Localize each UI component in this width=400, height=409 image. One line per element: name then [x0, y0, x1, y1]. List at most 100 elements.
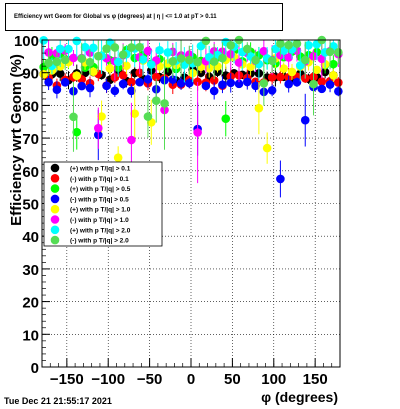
data-point [193, 77, 202, 87]
data-point [262, 143, 272, 153]
data-point [143, 46, 153, 56]
data-point [102, 44, 111, 53]
data-point [209, 86, 219, 96]
data-point [292, 39, 302, 48]
data-point [176, 79, 186, 88]
series-7 [39, 35, 338, 83]
data-point [143, 75, 153, 84]
data-point [151, 96, 161, 105]
data-point [251, 55, 260, 65]
data-point [113, 153, 123, 163]
data-point [276, 39, 285, 48]
data-point [93, 51, 103, 61]
data-point [317, 77, 327, 86]
y-tick-label: 80 [22, 98, 39, 115]
legend-entry: (+) with p T/|q| > 0.1 [70, 166, 131, 173]
data-point [226, 78, 236, 88]
data-point [135, 42, 144, 52]
data-point [110, 86, 120, 96]
chart-title: Efficiency wrt Geom for Global vs φ (deg… [14, 14, 217, 20]
data-point [201, 36, 211, 46]
data-point [251, 81, 260, 91]
y-tick-label: 0 [31, 360, 39, 377]
data-point [163, 48, 173, 57]
data-point [329, 59, 338, 69]
data-point [39, 69, 48, 79]
data-point [155, 46, 164, 55]
data-point [168, 57, 178, 66]
data-point [300, 115, 310, 125]
y-tick-label: 100 [14, 33, 39, 50]
legend-marker [50, 194, 60, 204]
y-tick-label: 30 [22, 262, 39, 279]
legend: (+) with p T/|q| > 0.1 (-) with p T/|q| >… [43, 161, 163, 247]
y-tick-label: 20 [22, 295, 39, 312]
data-point [304, 41, 313, 50]
x-tick-label: 100 [261, 371, 286, 388]
legend-marker [50, 184, 60, 193]
data-point [127, 135, 136, 145]
chart-title-box: Efficiency wrt Geom for Global vs φ (deg… [5, 3, 283, 31]
y-tick-label: 40 [22, 229, 39, 246]
data-point [284, 53, 293, 62]
data-point [135, 77, 144, 87]
data-point [193, 57, 202, 67]
data-point [300, 55, 310, 65]
legend-entry: (-) with p T/|q| > 0.5 [70, 196, 129, 203]
y-tick-label: 50 [22, 197, 39, 214]
data-point [118, 70, 128, 80]
data-point [89, 67, 98, 77]
data-point [242, 44, 252, 54]
x-tick-label: −50 [137, 371, 162, 388]
data-point [279, 64, 289, 73]
data-point [309, 79, 318, 89]
x-tick-label: 0 [187, 371, 195, 388]
y-tick-label: 10 [22, 327, 39, 344]
data-point [334, 86, 343, 96]
axes: 0 10 20 30 40 50 60 70 80 90 100 −150 −100 −50 0 50 100 1… [14, 33, 333, 388]
data-point [254, 103, 264, 113]
data-point [151, 72, 161, 82]
data-point [221, 114, 231, 124]
data-points [39, 35, 343, 198]
data-point [72, 36, 82, 46]
data-point [105, 64, 115, 73]
x-axis-label: φ (degrees) [261, 389, 338, 405]
data-point [44, 77, 53, 87]
data-point [168, 75, 178, 84]
data-point [209, 76, 219, 85]
data-point [127, 86, 136, 96]
data-point [118, 79, 128, 89]
data-point [325, 80, 335, 89]
data-point [52, 85, 62, 95]
data-point [122, 61, 131, 71]
legend-entry: (+) with p T/|q| > 2.0 [70, 227, 131, 234]
data-point [127, 43, 136, 52]
data-point [287, 67, 297, 77]
legend-marker [50, 215, 60, 224]
x-tick-label: 50 [224, 371, 241, 388]
data-point [118, 50, 128, 59]
x-tick-label: −150 [50, 371, 84, 388]
timestamp: Tue Dec 21 21:55:17 2021 [4, 396, 112, 406]
series-8 [44, 35, 343, 152]
data-point [64, 44, 73, 54]
data-point [279, 46, 289, 55]
data-point [246, 62, 255, 72]
data-point [138, 55, 148, 64]
legend-marker [50, 174, 60, 183]
data-point [176, 54, 186, 63]
data-point [55, 44, 65, 54]
data-point [276, 72, 285, 82]
data-point [89, 43, 98, 53]
data-point [267, 73, 277, 82]
data-point [97, 112, 106, 121]
legend-entry: (-) with p T/|q| > 2.0 [70, 238, 129, 245]
legend-entry: (-) with p T/|q| > 1.0 [70, 217, 129, 224]
data-point [85, 57, 95, 67]
data-point [312, 65, 322, 75]
data-point [185, 55, 194, 65]
data-point [292, 77, 302, 87]
y-axis-label: Efficiency wrt Geom (%) [8, 54, 25, 226]
